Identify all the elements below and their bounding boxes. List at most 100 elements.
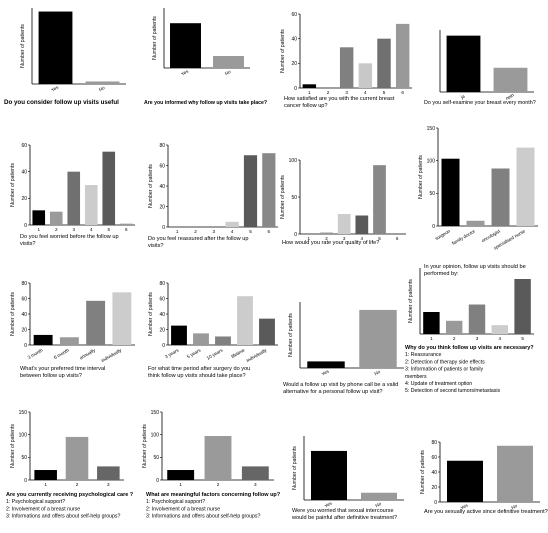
bar-3 bbox=[215, 336, 231, 345]
bar-1 bbox=[170, 23, 201, 68]
x-tick-label: oncologist bbox=[481, 228, 502, 243]
y-tick-label: 0 bbox=[162, 343, 165, 349]
chart-panel-14: 0 50 100 150 Number of patients 1 2 3 What are m… bbox=[142, 410, 281, 520]
y-tick-label: 100 bbox=[289, 158, 298, 164]
x-tick-label: 5 bbox=[383, 90, 386, 95]
y-tick-label: 20 bbox=[21, 196, 27, 202]
x-tick-label: family doctor bbox=[451, 228, 476, 246]
caption-line: alternative for a personal follow up vis… bbox=[283, 389, 383, 395]
y-axis-label: Number of patients bbox=[418, 155, 424, 199]
y-tick-label: 0 bbox=[24, 223, 27, 229]
caption-line: 3: Informations and offers about self-he… bbox=[146, 514, 261, 520]
x-tick-label: 4 bbox=[499, 336, 502, 341]
chart-panel-11: Number of patients Yes No Would a follow up… bbox=[283, 302, 404, 395]
y-tick-label: 20 bbox=[431, 485, 437, 491]
y-tick-label: 60 bbox=[431, 455, 437, 461]
chart-caption: Are you sexually active since definitive… bbox=[424, 509, 548, 515]
x-tick-label: 1 bbox=[176, 229, 179, 234]
bar-4 bbox=[355, 215, 369, 234]
x-tick-label: 1 bbox=[430, 336, 433, 341]
bar-6 bbox=[119, 223, 133, 225]
y-tick-label: 60 bbox=[291, 12, 297, 18]
x-tick-label: 3 years bbox=[164, 347, 180, 359]
chart-caption: Were you worried that sexual intercourse bbox=[292, 508, 394, 514]
x-tick-label: 5 bbox=[378, 236, 381, 241]
y-tick-label: 100 bbox=[151, 432, 160, 438]
y-tick-label: 0 bbox=[156, 478, 159, 484]
bar-6 bbox=[262, 153, 276, 227]
x-tick-label: 3 bbox=[345, 90, 348, 95]
bar-6 bbox=[395, 23, 410, 88]
y-tick-label: 60 bbox=[21, 296, 27, 302]
y-tick-label: 80 bbox=[21, 281, 27, 287]
x-tick-label: 3 bbox=[72, 227, 75, 232]
chart-panel-9: 0 20 40 60 80 Number of patients 3 month 6 mont… bbox=[10, 281, 135, 379]
chart-caption: How satisfied are you with the current b… bbox=[284, 96, 395, 102]
y-axis-label: Number of patients bbox=[10, 424, 16, 468]
bar-5 bbox=[243, 155, 258, 227]
y-axis-label: Number of patients bbox=[148, 292, 154, 336]
y-tick-label: 0 bbox=[294, 86, 297, 92]
x-tick-label: 10 years bbox=[206, 347, 224, 360]
y-tick-label: 40 bbox=[159, 184, 165, 190]
x-tick-label: 3 bbox=[254, 482, 257, 487]
chart-panel-13: 0 50 100 150 Number of patients 1 2 3 Are you cu… bbox=[6, 410, 134, 520]
caption-line: visits? bbox=[148, 243, 164, 249]
y-tick-label: 150 bbox=[427, 126, 436, 132]
y-tick-label: 0 bbox=[162, 225, 165, 231]
caption-line: between follow up visits? bbox=[20, 373, 82, 379]
caption-line: members bbox=[405, 374, 427, 380]
x-tick-label: lifetime bbox=[230, 347, 245, 359]
y-axis-label: Number of patients bbox=[280, 29, 286, 73]
x-tick-label: 5 bbox=[521, 336, 524, 341]
y-tick-label: 40 bbox=[21, 169, 27, 175]
chart-caption: Do you self-examine your breast every mo… bbox=[424, 100, 536, 106]
caption-line: 1: Reassurance bbox=[405, 352, 441, 358]
x-tick-label: individually bbox=[100, 347, 123, 363]
bar-1 bbox=[171, 325, 187, 345]
y-tick-label: 0 bbox=[432, 224, 435, 230]
x-tick-label: No bbox=[224, 69, 232, 76]
bar-3 bbox=[86, 300, 106, 345]
caption-line: would be painful after definitive treatm… bbox=[291, 515, 397, 521]
x-tick-label: annually bbox=[79, 347, 97, 360]
bar-3 bbox=[491, 168, 510, 226]
x-tick-label: 1 bbox=[308, 236, 311, 241]
chart-panel-7: 0 50 100 Number of patients 1 2 3 4 5 6 How would … bbox=[280, 158, 406, 246]
x-tick-label: No bbox=[510, 503, 518, 510]
y-axis-label: Number of patients bbox=[408, 279, 414, 323]
chart-caption: Are you currently receiving psychologica… bbox=[6, 492, 134, 498]
bar-4 bbox=[225, 221, 239, 227]
bar-2 bbox=[193, 333, 209, 345]
caption-line: 2: Detection of therapy side effects bbox=[405, 359, 485, 365]
caption-line: think follow up visits should take place… bbox=[148, 373, 246, 379]
bar-3 bbox=[339, 47, 354, 88]
chart-panel-2: Number of patients Yes No Are you informed … bbox=[144, 8, 267, 106]
caption-line: 4: Update of treatment option bbox=[405, 381, 472, 387]
y-tick-label: 80 bbox=[159, 143, 165, 149]
x-tick-label: surgeon bbox=[434, 228, 451, 241]
chart-caption: Do you feel reassured after the follow u… bbox=[148, 236, 248, 242]
x-tick-label: Yes bbox=[324, 500, 334, 508]
y-tick-label: 100 bbox=[19, 432, 28, 438]
x-tick-label: 2 bbox=[217, 482, 220, 487]
x-tick-label: individually bbox=[246, 347, 269, 363]
x-tick-label: 6 bbox=[268, 229, 271, 234]
y-tick-label: 20 bbox=[159, 327, 165, 333]
x-tick-label: 4 bbox=[364, 90, 367, 95]
x-tick-label: 3 bbox=[343, 236, 346, 241]
bar-2 bbox=[466, 220, 485, 226]
chart-caption: For what time period after surgery do yo… bbox=[148, 366, 250, 372]
bar-1 bbox=[446, 35, 481, 92]
x-tick-label: Yes bbox=[460, 502, 470, 510]
y-tick-label: 50 bbox=[21, 455, 27, 461]
chart-caption: Why do you think follow up visits are ne… bbox=[405, 345, 534, 351]
bar-3 bbox=[468, 304, 486, 334]
y-tick-label: 50 bbox=[153, 455, 159, 461]
bar-5 bbox=[514, 279, 531, 334]
y-tick-label: 20 bbox=[21, 327, 27, 333]
chart-caption: Do you consider follow up visits useful bbox=[4, 99, 119, 106]
x-tick-label: 4 bbox=[231, 229, 234, 234]
